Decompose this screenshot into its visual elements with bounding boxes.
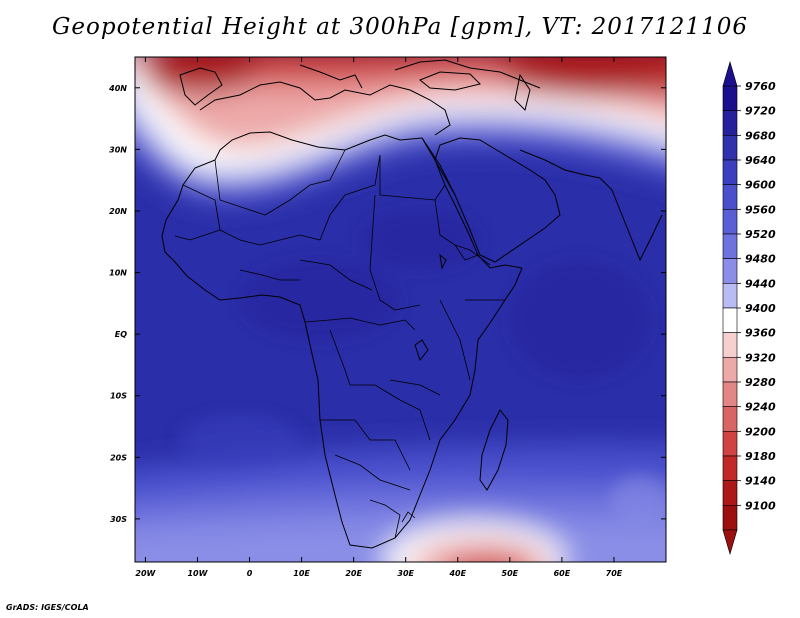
- colorbar-segment: [722, 505, 738, 531]
- lon-label: 10W: [187, 569, 208, 578]
- colorbar-label: 9480: [745, 253, 776, 266]
- colorbar-segment: [722, 480, 738, 506]
- lon-label: 40E: [448, 569, 466, 578]
- colorbar-label: 9320: [745, 351, 776, 364]
- colorbar-segment: [722, 85, 738, 111]
- grads-credit: GrADS: IGES/COLA: [6, 603, 89, 612]
- colorbar-label: 9640: [745, 154, 776, 167]
- lat-label: 10S: [110, 392, 127, 401]
- colorbar-segment: [722, 110, 738, 136]
- plot-frame: [134, 56, 667, 563]
- lat-label: 30N: [109, 145, 127, 154]
- colorbar-label: 9240: [745, 401, 776, 414]
- colorbar-segment: [722, 209, 738, 235]
- colorbar-label: 9760: [745, 80, 776, 93]
- lon-label: 60E: [554, 569, 571, 578]
- colorbar-segment: [722, 258, 738, 284]
- colorbar-label: 9720: [745, 105, 776, 118]
- iran-coast: [519, 149, 601, 179]
- colorbar-segment: [722, 307, 738, 333]
- arabian-peninsula: [434, 137, 561, 263]
- colorbar-label: 9600: [745, 179, 776, 192]
- colorbar-segment: [722, 357, 738, 383]
- lon-label: 30E: [397, 569, 414, 578]
- lat-label: 30S: [110, 515, 127, 524]
- latitude-axis: 40N 30N 20N 10N EQ 10S 20S 30S: [108, 84, 666, 524]
- colorbar-segment: [722, 135, 738, 161]
- colorbar-segment: [722, 233, 738, 259]
- colorbar-segment: [722, 332, 738, 358]
- colorbar-label: 9400: [745, 302, 776, 315]
- colorbar-label: 9520: [745, 228, 776, 241]
- colorbar-top-arrow: [722, 60, 738, 87]
- colorbar-segment: [722, 455, 738, 481]
- height-field: [135, 57, 666, 562]
- lat-label: 20S: [110, 453, 127, 462]
- lon-label: 20E: [345, 569, 362, 578]
- colorbar-label: 9280: [745, 376, 776, 389]
- lon-label: 70E: [606, 569, 623, 578]
- colorbar-segment: [722, 431, 738, 457]
- colorbar: 9760 9720 9680 9640 9600 9560 9520 9480 9440 9400…: [722, 60, 776, 556]
- colorbar-label: 9560: [745, 203, 776, 216]
- coastlines: [161, 59, 663, 549]
- colorbar-bottom-arrow: [722, 529, 738, 556]
- colorbar-label: 9180: [745, 450, 776, 463]
- colorbar-segment: [722, 283, 738, 309]
- colorbar-label: 9440: [745, 277, 776, 290]
- lat-label: 20N: [109, 207, 127, 216]
- colorbar-label: 9680: [745, 129, 776, 142]
- colorbar-segment: [722, 159, 738, 185]
- lat-label: 40N: [108, 84, 127, 93]
- colorbar-segment: [722, 381, 738, 407]
- chart-title: Geopotential Height at 300hPa [gpm], VT:…: [52, 14, 748, 40]
- lat-label: EQ: [115, 330, 127, 339]
- lon-label: 50E: [502, 569, 519, 578]
- madagascar: [479, 409, 509, 491]
- africa-coastline: [161, 131, 523, 549]
- lon-label: 10E: [293, 569, 310, 578]
- colorbar-segment: [722, 184, 738, 210]
- colorbar-label: 9200: [745, 425, 776, 438]
- lon-label: 0: [247, 569, 253, 578]
- colorbar-label: 9360: [745, 327, 776, 340]
- longitude-axis: 20W 10W 0 10E 20E 30E 40E 50E 60E 70E: [135, 57, 623, 578]
- colorbar-segment: [722, 406, 738, 432]
- india: [599, 177, 663, 262]
- colorbar-label: 9100: [745, 499, 776, 512]
- lon-label: 20W: [135, 569, 156, 578]
- mediterranean-coast: [199, 81, 451, 136]
- country-borders: [174, 149, 505, 539]
- lat-label: 10N: [109, 269, 127, 278]
- colorbar-label: 9140: [745, 475, 776, 488]
